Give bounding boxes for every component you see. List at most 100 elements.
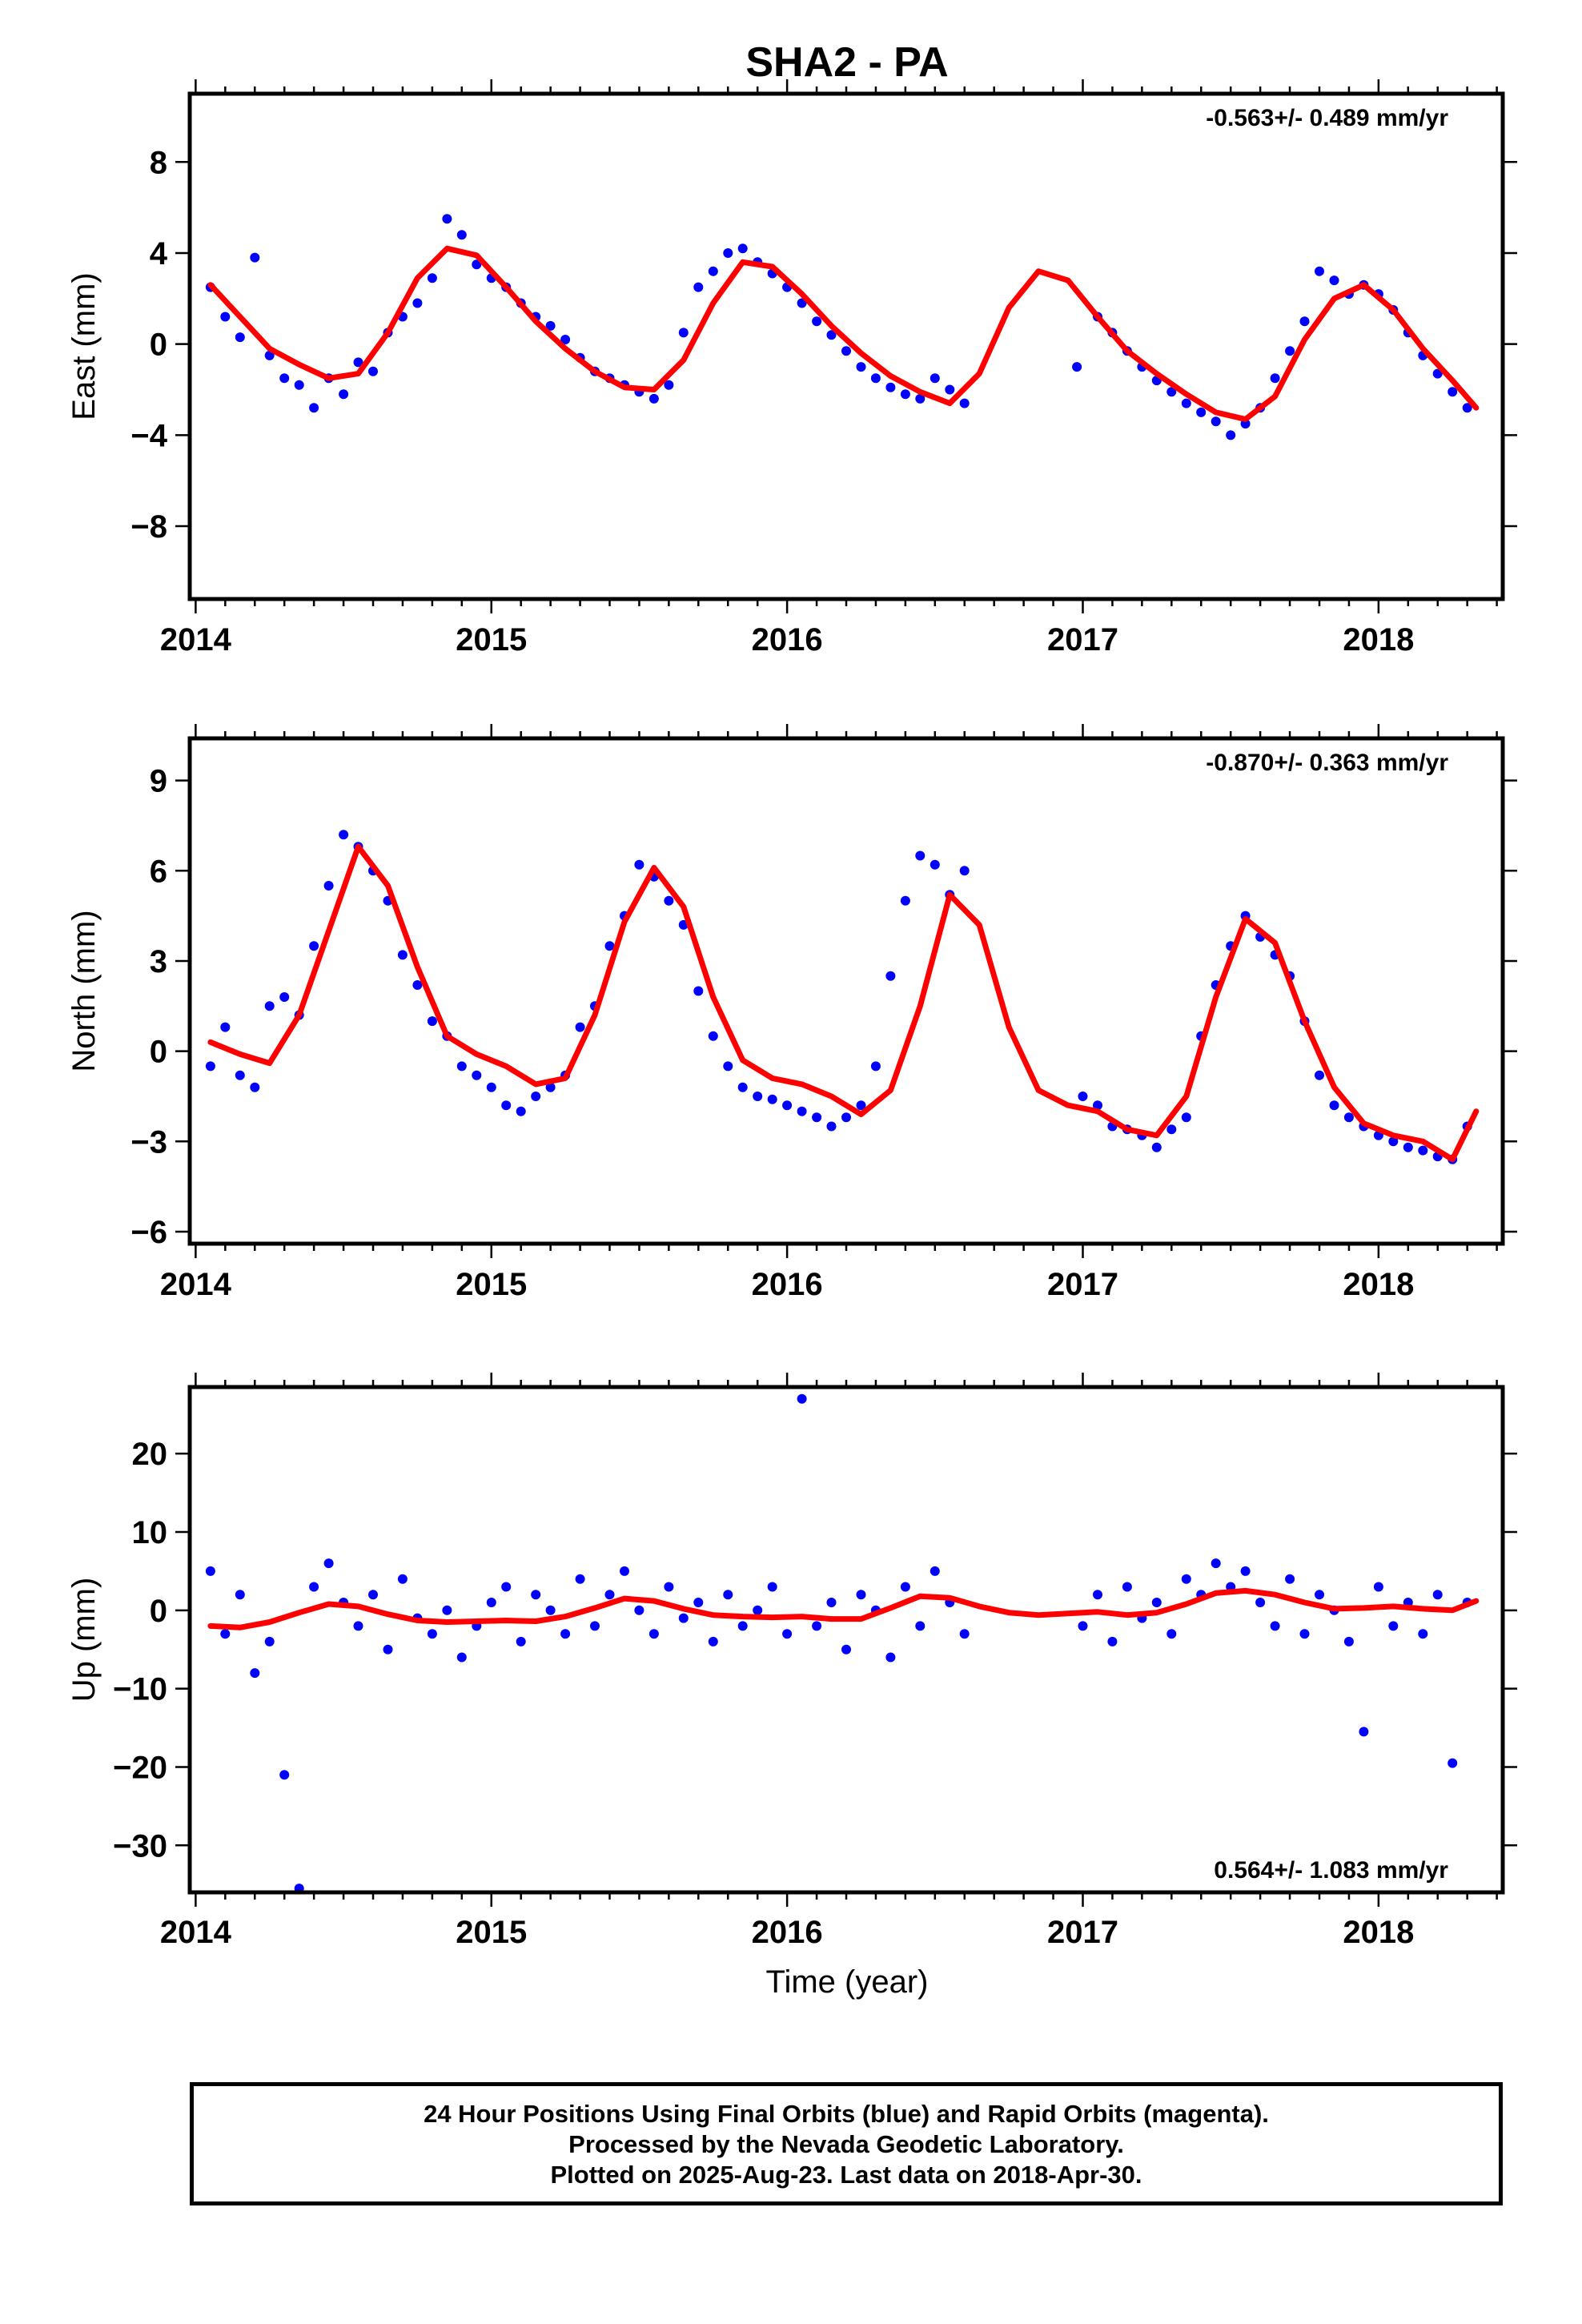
data-point [1093, 1100, 1102, 1111]
y-tick-label: 20 [132, 1437, 168, 1472]
data-point [900, 389, 910, 400]
data-point [383, 1644, 393, 1655]
data-point [723, 248, 733, 258]
data-point [767, 1582, 777, 1592]
x-tick-label: 2015 [456, 1915, 527, 1950]
data-point [678, 1613, 689, 1623]
data-point [456, 230, 467, 240]
data-point [339, 830, 349, 840]
y-tick-label: 3 [150, 944, 167, 979]
panel-3: 2014 2015 2016 2017 2018 −30 −20 −10 0 10 20 Up (mm… [66, 1373, 1517, 1950]
data-point [1181, 1574, 1191, 1584]
data-point [1418, 1629, 1428, 1639]
data-point [1315, 266, 1324, 276]
data-point [486, 1598, 496, 1607]
y-tick-label: 10 [132, 1515, 168, 1550]
data-point [1093, 1590, 1102, 1600]
data-point [1211, 416, 1221, 427]
data-point [753, 1605, 763, 1615]
data-point [664, 1582, 674, 1592]
panels: 2014 2015 2016 2017 2018 −8 −4 0 4 8 East (mm) -0.5… [66, 79, 1517, 1950]
data-point [1240, 1566, 1251, 1576]
data-point [1299, 1629, 1310, 1639]
data-point [856, 1100, 866, 1111]
data-point [368, 366, 378, 376]
caption-line-2: Processed by the Nevada Geodetic Laborat… [568, 2130, 1124, 2158]
data-point [812, 1621, 822, 1631]
data-point [1166, 1629, 1177, 1639]
data-point [575, 1574, 585, 1584]
x-tick-label: 2016 [752, 1915, 823, 1950]
data-point [1343, 1636, 1354, 1647]
data-point [1403, 1142, 1413, 1152]
data-point [1285, 346, 1295, 356]
data-point [870, 373, 881, 384]
data-point [1447, 387, 1458, 397]
data-point [220, 312, 231, 322]
data-point [1151, 1142, 1162, 1152]
data-point [220, 1022, 231, 1032]
data-point [486, 1082, 496, 1092]
data-point [797, 1393, 807, 1404]
x-tick-label: 2018 [1343, 1915, 1414, 1950]
y-tick-label: −6 [130, 1215, 167, 1250]
data-point [353, 1621, 363, 1631]
data-point [531, 1092, 541, 1101]
data-point [634, 1605, 644, 1615]
panel-2: 2014 2015 2016 2017 2018 −6 −3 0 3 6 9 North (mm) -0… [66, 724, 1517, 1302]
plot-area [205, 830, 1480, 1164]
data-point [472, 1070, 482, 1080]
data-point [604, 941, 615, 951]
data-point [930, 1566, 940, 1576]
data-point [1181, 398, 1191, 408]
rate-label: -0.870+/- 0.363 mm/yr [1206, 750, 1448, 776]
plot-area [205, 214, 1480, 440]
data-point [870, 1061, 881, 1072]
data-point [397, 1574, 408, 1584]
data-point [1388, 1136, 1399, 1147]
data-point [723, 1590, 733, 1600]
data-point [1226, 430, 1236, 440]
x-tick-label: 2018 [1343, 622, 1414, 657]
y-tick-label: −10 [113, 1672, 167, 1707]
data-point [841, 1644, 851, 1655]
data-point [1432, 368, 1443, 379]
x-axis-label: Time (year) [766, 1964, 929, 2000]
data-point [1432, 1590, 1443, 1600]
data-point [590, 1621, 600, 1631]
data-point [235, 1070, 245, 1080]
x-tick-label: 2017 [1047, 1267, 1118, 1302]
data-point [456, 1652, 467, 1663]
y-tick-label: −30 [113, 1828, 167, 1864]
data-point [812, 1112, 822, 1123]
data-point [1315, 1590, 1324, 1600]
data-point [604, 1590, 615, 1600]
data-point [767, 1094, 777, 1104]
data-point [1270, 373, 1280, 384]
data-point [915, 1621, 926, 1631]
data-point [737, 243, 748, 254]
data-point [708, 1031, 718, 1041]
data-point [885, 971, 896, 981]
data-point [294, 380, 304, 390]
data-point [309, 1582, 319, 1592]
data-point [1107, 1636, 1118, 1647]
rate-label: -0.563+/- 0.489 mm/yr [1206, 105, 1448, 131]
data-point [1343, 1112, 1354, 1123]
data-point [885, 382, 896, 392]
data-point [339, 389, 349, 400]
data-point [1196, 407, 1207, 417]
model-curve [207, 843, 1480, 1163]
data-point [737, 1621, 748, 1631]
data-point [930, 859, 940, 870]
data-point [1211, 1558, 1221, 1569]
data-point [856, 362, 866, 372]
data-point [1078, 1621, 1088, 1631]
data-point [264, 1001, 275, 1011]
data-point [900, 1582, 910, 1592]
data-point [1373, 1582, 1383, 1592]
data-point [797, 298, 807, 308]
plot-area [205, 1393, 1480, 1892]
